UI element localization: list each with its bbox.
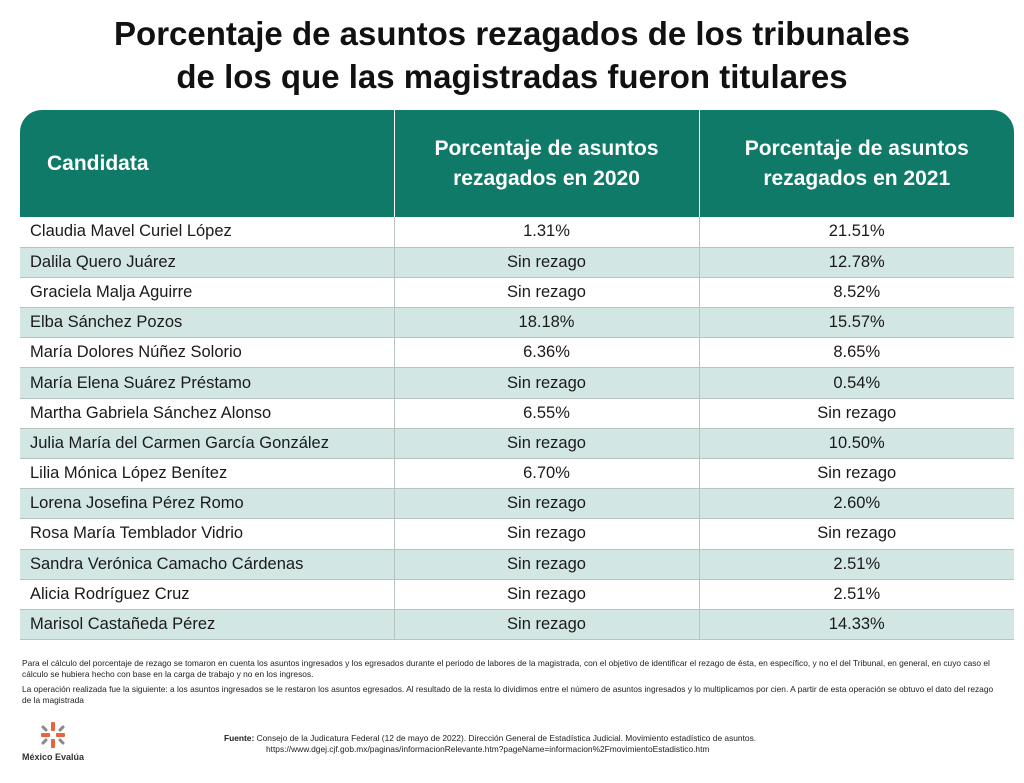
cell-candidata: Graciela Malja Aguirre [20, 277, 394, 309]
table-row: Lilia Mónica López Benítez 6.70% Sin rezag… [20, 458, 1014, 490]
cell-2020: Sin rezago [393, 488, 699, 520]
cell-2021: 14.33% [698, 609, 1014, 641]
cell-2021: 21.51% [698, 217, 1014, 248]
cell-2020: Sin rezago [393, 579, 699, 610]
cell-2020: Sin rezago [393, 609, 699, 641]
table-row: Rosa María Temblador Vidrio Sin rezago Sin… [20, 518, 1014, 550]
mexico-evalua-logo-icon [41, 722, 65, 748]
cell-candidata: Lorena Josefina Pérez Romo [20, 488, 394, 520]
table-header: Candidata Porcentaje de asuntos rezagado… [20, 110, 1014, 217]
cell-2020: Sin rezago [393, 367, 699, 399]
logo-text: México Evalúa [22, 752, 85, 762]
cell-2021: 2.60% [698, 488, 1014, 520]
column-header-candidata: Candidata [20, 110, 394, 217]
cell-2021: 2.51% [698, 579, 1014, 610]
column-header-2020: Porcentaje de asuntos rezagados en 2020 [393, 110, 699, 217]
table-row: María Dolores Núñez Solorio 6.36% 8.65% [20, 337, 1014, 369]
cell-candidata: Julia María del Carmen García González [20, 428, 394, 460]
column-header-2020-label: Porcentaje de asuntos rezagados en 2020 [434, 136, 659, 190]
cell-2021: 8.52% [698, 277, 1014, 309]
title-line-1: Porcentaje de asuntos rezagados de los t… [114, 15, 910, 52]
cell-candidata: Elba Sánchez Pozos [20, 307, 394, 339]
table-row: Julia María del Carmen García González Si… [20, 428, 1014, 460]
note-paragraph-2: La operación realizada fue la siguiente:… [22, 684, 994, 705]
cell-2021: 15.57% [698, 307, 1014, 339]
cell-candidata: Dalila Quero Juárez [20, 247, 394, 278]
cell-2021: Sin rezago [698, 398, 1014, 429]
cell-2020: 6.55% [393, 398, 699, 429]
cell-2020: Sin rezago [393, 428, 699, 460]
table-header-row: Candidata Porcentaje de asuntos rezagado… [20, 110, 1014, 217]
column-header-2021: Porcentaje de asuntos rezagados en 2021 [698, 110, 1014, 217]
table-row: Sandra Verónica Camacho Cárdenas Sin reza… [20, 549, 1014, 580]
cell-candidata: Lilia Mónica López Benítez [20, 458, 394, 490]
methodology-notes: Para el cálculo del porcentaje de rezago… [22, 658, 1002, 710]
cell-2020: Sin rezago [393, 247, 699, 278]
cell-2021: 8.65% [698, 337, 1014, 369]
cell-2021: Sin rezago [698, 518, 1014, 550]
cell-candidata: Claudia Mavel Curiel López [20, 217, 394, 248]
table-row: Alicia Rodríguez Cruz Sin rezago 2.51% [20, 579, 1014, 610]
cell-2020: 18.18% [393, 307, 699, 339]
cell-2020: 1.31% [393, 217, 699, 248]
table-row: Graciela Malja Aguirre Sin rezago 8.52% [20, 277, 1014, 309]
table-row: Elba Sánchez Pozos 18.18% 15.57% [20, 307, 1014, 339]
title-line-2: de los que las magistradas fueron titula… [176, 58, 848, 95]
cell-candidata: Rosa María Temblador Vidrio [20, 518, 394, 550]
source-text: Consejo de la Judicatura Federal (12 de … [256, 733, 757, 743]
table-row: Lorena Josefina Pérez Romo Sin rezago 2.60… [20, 488, 1014, 520]
cell-candidata: Sandra Verónica Camacho Cárdenas [20, 549, 394, 580]
table-row: Claudia Mavel Curiel López 1.31% 21.51% [20, 217, 1014, 248]
source-url: https://www.dgej.cjf.gob.mx/paginas/info… [266, 744, 710, 754]
page-title: Porcentaje de asuntos rezagados de los t… [0, 12, 1024, 98]
logo: México Evalúa [22, 722, 102, 762]
note-paragraph-1: Para el cálculo del porcentaje de rezago… [22, 658, 990, 679]
cell-2020: Sin rezago [393, 518, 699, 550]
cell-2020: 6.36% [393, 337, 699, 369]
data-table-container: Candidata Porcentaje de asuntos rezagado… [20, 110, 1014, 641]
source-label: Fuente: [224, 733, 255, 743]
cell-2021: 10.50% [698, 428, 1014, 460]
column-header-2021-label: Porcentaje de asuntos rezagados en 2021 [744, 136, 969, 190]
cell-2021: 0.54% [698, 367, 1014, 399]
cell-2020: Sin rezago [393, 549, 699, 580]
cell-2021: 12.78% [698, 247, 1014, 278]
table-row: Martha Gabriela Sánchez Alonso 6.55% Sin r… [20, 398, 1014, 429]
cell-candidata: Alicia Rodríguez Cruz [20, 579, 394, 610]
cell-2021: Sin rezago [698, 458, 1014, 490]
cell-2020: 6.70% [393, 458, 699, 490]
cell-2021: 2.51% [698, 549, 1014, 580]
table-row: Marisol Castañeda Pérez Sin rezago 14.33% [20, 609, 1014, 641]
table-body: Claudia Mavel Curiel López 1.31% 21.51% Dal… [20, 217, 1014, 641]
cell-candidata: Marisol Castañeda Pérez [20, 609, 394, 641]
table-row: María Elena Suárez Préstamo Sin rezago 0.5… [20, 367, 1014, 399]
cell-candidata: María Dolores Núñez Solorio [20, 337, 394, 369]
cell-2020: Sin rezago [393, 277, 699, 309]
table-row: Dalila Quero Juárez Sin rezago 12.78% [20, 247, 1014, 278]
data-table: Candidata Porcentaje de asuntos rezagado… [20, 110, 1014, 641]
source-citation: Fuente: Consejo de la Judicatura Federal… [224, 733, 824, 755]
cell-candidata: María Elena Suárez Préstamo [20, 367, 394, 399]
cell-candidata: Martha Gabriela Sánchez Alonso [20, 398, 394, 429]
